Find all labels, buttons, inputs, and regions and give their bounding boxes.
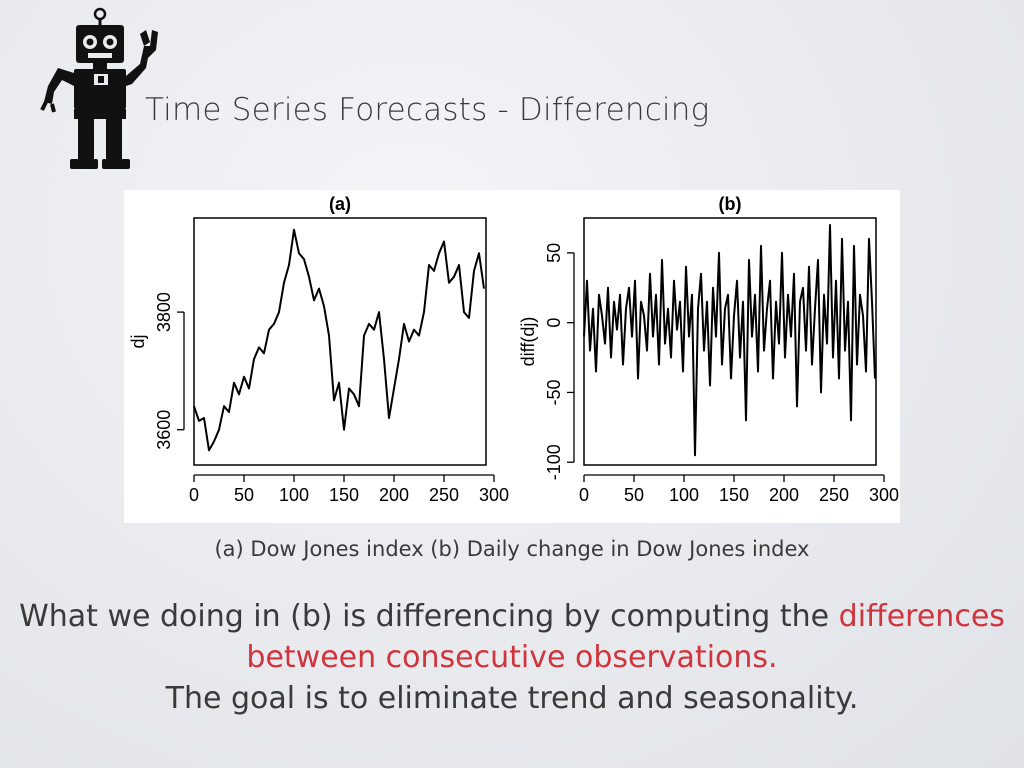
figure-caption: (a) Dow Jones index (b) Daily change in …	[214, 537, 810, 561]
chart-b-y-label: diff(dj)	[518, 317, 538, 367]
chart-svg: (a) 0 50 100 150 200 250 300 3600 3800 dj (b) 0 50 100…	[128, 194, 899, 505]
chart-b-series-line	[583, 224, 876, 457]
chart-b-x-tick-label: 200	[769, 485, 799, 505]
chart-a-x-tick-label: 300	[479, 485, 509, 505]
chart-a-x-tick-label: 150	[329, 485, 359, 505]
chart-b-x-tick-label: 100	[669, 485, 699, 505]
chart-a-title: (a)	[329, 194, 351, 214]
chart-b-plot-frame	[583, 217, 877, 466]
chart-b-y-tick-label: -50	[544, 379, 564, 405]
slide-title: Time Series Forecasts - Differencing	[145, 92, 710, 128]
chart-b-x-tick-label: 250	[819, 485, 849, 505]
chart-a-x-tick-label: 100	[279, 485, 309, 505]
chart-a-plot-frame	[193, 217, 487, 466]
chart-b-x-tick-label: 300	[869, 485, 899, 505]
body-text: What we doing in (b) is differencing by …	[0, 596, 1024, 719]
chart-b-y-tick-label: 50	[544, 243, 564, 263]
chart-b-y-tick-label: -100	[544, 444, 564, 480]
chart-b-x-tick-label: 50	[624, 485, 644, 505]
chart-a-x-tick-label: 0	[189, 485, 199, 505]
chart-a-y-tick-label: 3600	[154, 410, 174, 450]
chart-a-y-tick-label: 3800	[154, 292, 174, 332]
chart-b-x-tick-label: 0	[579, 485, 589, 505]
body-line-2: between consecutive observations.	[246, 640, 778, 675]
chart-b-x-tick-label: 150	[719, 485, 749, 505]
chart-a-x-tick-label: 50	[234, 485, 254, 505]
body-line-1-accent: differences	[838, 599, 1005, 634]
body-line-1-plain: What we doing in (b) is differencing by …	[19, 599, 839, 634]
chart-b-y-tick-label: 0	[544, 318, 564, 328]
chart-b-title: (b)	[719, 194, 742, 214]
chart-a-x-tick-label: 250	[429, 485, 459, 505]
robot-icon	[40, 7, 158, 169]
body-line-1: What we doing in (b) is differencing by …	[0, 596, 1024, 637]
chart-figure: (a) 0 50 100 150 200 250 300 3600 3800 dj (b) 0 50 100…	[124, 190, 900, 523]
body-line-3: The goal is to eliminate trend and seaso…	[165, 681, 859, 716]
chart-a-y-label: dj	[128, 334, 148, 348]
chart-a-series-line	[193, 228, 485, 452]
chart-a-x-tick-label: 200	[379, 485, 409, 505]
